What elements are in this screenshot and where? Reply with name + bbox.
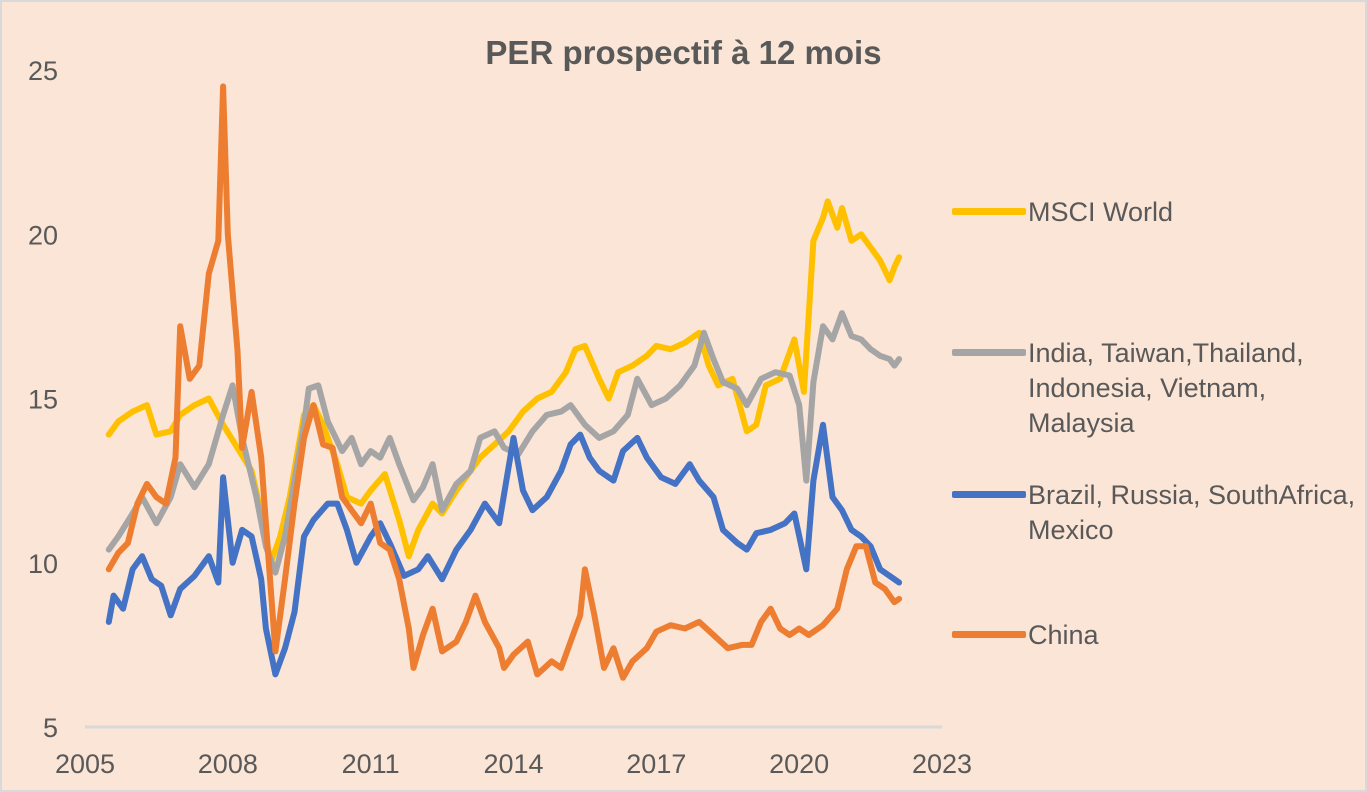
series-line-3	[105, 83, 903, 681]
legend-label: China	[1028, 620, 1099, 650]
chart-title: PER prospectif à 12 mois	[485, 34, 882, 71]
y-axis: 5 10 15 20 25	[28, 56, 58, 743]
x-tick-label: 2023	[912, 749, 972, 779]
x-tick-label: 2005	[55, 749, 115, 779]
legend-swatch	[952, 631, 1026, 638]
y-tick-label: 5	[43, 713, 58, 743]
legend-item-brazil-russia[interactable]: Brazil, Russia, SouthAfrica, Mexico	[952, 478, 1362, 553]
y-tick-label: 10	[28, 549, 58, 579]
x-tick-label: 2008	[198, 749, 258, 779]
legend-item-asia[interactable]: India, Taiwan,Thailand, Indonesia, Vietn…	[952, 336, 1362, 446]
legend-item-msci-world[interactable]: MSCI World	[952, 195, 1362, 235]
y-tick-label: 20	[28, 220, 58, 250]
legend-label: India, Taiwan,Thailand, Indonesia, Vietn…	[1028, 338, 1304, 438]
legend-swatch	[952, 491, 1026, 498]
series-line-1	[105, 310, 903, 576]
x-axis: 2005 2008 2011 2014 2017 2020 2023	[55, 749, 972, 779]
legend-swatch	[952, 349, 1026, 356]
x-tick-label: 2011	[342, 749, 400, 779]
legend-swatch	[952, 208, 1026, 215]
y-tick-label: 15	[28, 385, 58, 415]
x-tick-label: 2017	[626, 749, 686, 779]
legend-label: Brazil, Russia, SouthAfrica, Mexico	[1028, 480, 1356, 545]
x-tick-label: 2020	[769, 749, 829, 779]
legend-label: MSCI World	[1028, 197, 1174, 227]
series-lines	[105, 83, 903, 681]
legend-item-china[interactable]: China	[952, 618, 1362, 658]
series-line-2	[105, 421, 903, 678]
x-tick-label: 2014	[483, 749, 543, 779]
y-tick-label: 25	[28, 56, 58, 86]
